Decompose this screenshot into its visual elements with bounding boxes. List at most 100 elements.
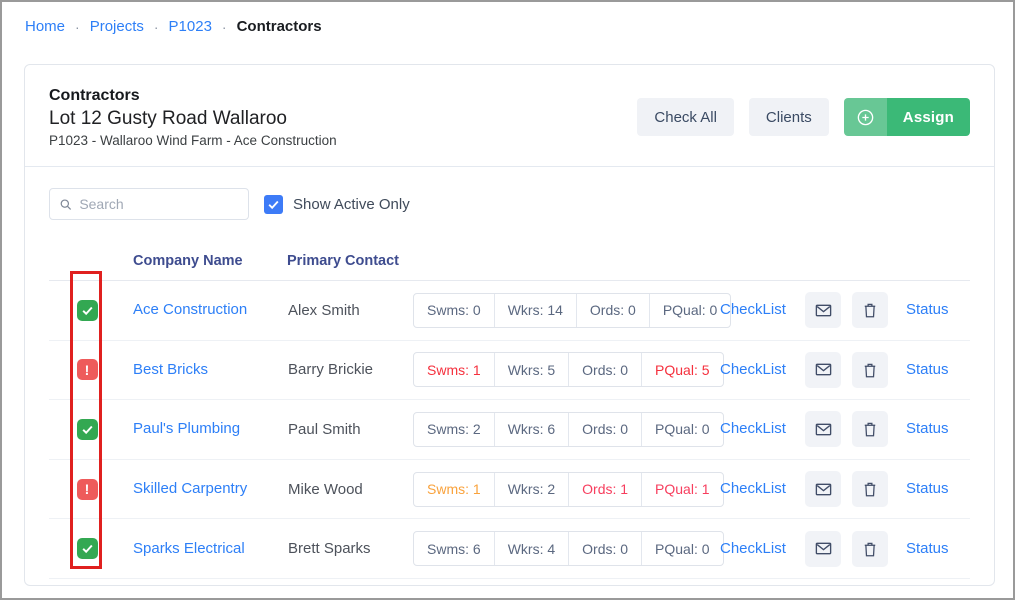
company-link[interactable]: Ace Construction — [133, 301, 248, 319]
stat-pqual[interactable]: PQual: 0 — [655, 421, 710, 438]
email-button[interactable] — [805, 530, 841, 567]
status-link[interactable]: Status — [906, 539, 949, 557]
clients-button[interactable]: Clients — [748, 98, 829, 136]
stat-ords[interactable]: Ords: 0 — [569, 532, 643, 566]
delete-button[interactable] — [852, 411, 888, 448]
stat-wkrs[interactable]: Wkrs: 6 — [495, 412, 570, 446]
assign-button-label: Assign — [886, 98, 970, 136]
stats-group: Swms: 1 Wkrs: 2 Ords: 1 PQual: 1 — [413, 471, 724, 507]
trash-icon — [861, 480, 879, 498]
breadcrumb-separator: · — [75, 18, 80, 35]
checkbox-checked-icon[interactable] — [264, 194, 283, 214]
envelope-icon — [814, 539, 833, 558]
stat-wkrs[interactable]: Wkrs: 5 — [495, 353, 570, 387]
stat-ords[interactable]: Ords: 0 — [569, 353, 643, 387]
plus-circle-icon — [843, 98, 887, 136]
primary-contact: Mike Wood — [288, 480, 363, 498]
table-row: Ace Construction Alex Smith Swms: 0 Wkrs: 1… — [49, 281, 970, 341]
show-active-toggle[interactable]: Show Active Only — [264, 194, 410, 214]
assign-button[interactable]: Assign — [843, 98, 970, 136]
stat-ords[interactable]: Ords: 0 — [577, 293, 650, 327]
stat-swms[interactable]: Swms: 1 — [414, 353, 495, 387]
exclamation-icon: ! — [76, 478, 98, 500]
breadcrumb: Home · Projects · P1023 · Contractors — [2, 2, 1013, 35]
primary-contact: Brett Sparks — [288, 540, 371, 558]
company-name-header: Company Name — [133, 252, 243, 269]
company-link[interactable]: Best Bricks — [133, 360, 209, 378]
stat-pqual[interactable]: PQual: 0 — [662, 302, 718, 319]
primary-contact: Barry Brickie — [288, 361, 374, 379]
email-button[interactable] — [805, 351, 841, 388]
stat-ords[interactable]: Ords: 0 — [569, 412, 643, 446]
breadcrumb-home[interactable]: Home — [25, 18, 66, 35]
stat-wkrs[interactable]: Wkrs: 14 — [495, 293, 577, 327]
stat-pqual[interactable]: PQual: 5 — [655, 361, 710, 378]
email-button[interactable] — [805, 411, 841, 448]
check-all-button[interactable]: Check All — [637, 98, 734, 136]
status-link[interactable]: Status — [906, 420, 949, 438]
contractors-card: Contractors Lot 12 Gusty Road Wallaroo P… — [24, 64, 995, 586]
delete-button[interactable] — [852, 351, 888, 388]
stat-swms[interactable]: Swms: 6 — [414, 532, 495, 566]
status-link[interactable]: Status — [906, 301, 949, 319]
stat-swms[interactable]: Swms: 2 — [414, 412, 495, 446]
check-icon — [76, 538, 98, 560]
page-title: Contractors — [49, 87, 140, 104]
trash-icon — [861, 540, 879, 558]
card-header-text: Contractors Lot 12 Gusty Road Wallaroo P… — [49, 85, 337, 151]
status-cell — [49, 299, 125, 321]
checklist-link[interactable]: CheckList — [720, 539, 786, 557]
checklist-link[interactable]: CheckList — [720, 301, 786, 319]
breadcrumb-separator: · — [153, 18, 159, 35]
breadcrumb-project-id[interactable]: P1023 — [168, 18, 212, 35]
envelope-icon — [814, 360, 833, 379]
company-link[interactable]: Sparks Electrical — [133, 539, 245, 557]
primary-contact: Paul Smith — [288, 420, 361, 438]
status-cell — [49, 418, 125, 440]
stat-ords[interactable]: Ords: 1 — [569, 472, 643, 506]
checklist-link[interactable]: CheckList — [720, 360, 786, 378]
delete-button[interactable] — [852, 530, 888, 567]
email-button[interactable] — [805, 471, 841, 508]
stat-swms[interactable]: Swms: 0 — [414, 293, 495, 327]
checklist-link[interactable]: CheckList — [720, 420, 786, 438]
toolbar: Show Active Only — [49, 188, 970, 220]
stat-pqual[interactable]: PQual: 1 — [655, 481, 710, 498]
delete-button[interactable] — [852, 471, 888, 508]
primary-contact-header: Primary Contact — [287, 252, 400, 269]
card-body: Show Active Only Company Name Primary Co… — [25, 167, 994, 579]
checklist-link[interactable]: CheckList — [720, 480, 786, 498]
stat-swms[interactable]: Swms: 1 — [414, 472, 495, 506]
envelope-icon — [814, 480, 833, 499]
company-link[interactable]: Skilled Carpentry — [133, 480, 248, 498]
breadcrumb-projects[interactable]: Projects — [89, 18, 144, 35]
site-address: Lot 12 Gusty Road Wallaroo — [49, 108, 287, 129]
stat-wkrs[interactable]: Wkrs: 4 — [495, 532, 570, 566]
exclamation-icon: ! — [76, 359, 98, 381]
email-button[interactable] — [805, 292, 841, 329]
primary-contact: Alex Smith — [288, 301, 360, 319]
stats-group: Swms: 2 Wkrs: 6 Ords: 0 PQual: 0 — [413, 411, 724, 447]
delete-button[interactable] — [852, 292, 888, 329]
table-row: Sparks Electrical Brett Sparks Swms: 6 Wkrs… — [49, 519, 970, 579]
trash-icon — [861, 420, 879, 438]
search-icon — [60, 198, 72, 210]
search-input[interactable] — [79, 196, 239, 212]
status-link[interactable]: Status — [906, 480, 949, 498]
table-body: Ace Construction Alex Smith Swms: 0 Wkrs: 1… — [49, 281, 970, 579]
header-actions: Check All Clients Assign — [637, 98, 970, 136]
status-cell: ! — [49, 359, 125, 381]
stat-pqual[interactable]: PQual: 0 — [655, 540, 710, 557]
status-cell: ! — [49, 478, 125, 500]
table-header-row: Company Name Primary Contact — [49, 241, 970, 281]
check-icon — [76, 299, 98, 321]
stats-group: Swms: 0 Wkrs: 14 Ords: 0 PQual: 0 — [413, 292, 732, 328]
status-link[interactable]: Status — [906, 360, 949, 378]
show-active-label: Show Active Only — [293, 195, 410, 213]
search-box[interactable] — [49, 188, 249, 220]
envelope-icon — [814, 301, 833, 320]
company-link[interactable]: Paul's Plumbing — [133, 420, 241, 438]
stat-wkrs[interactable]: Wkrs: 2 — [495, 472, 570, 506]
